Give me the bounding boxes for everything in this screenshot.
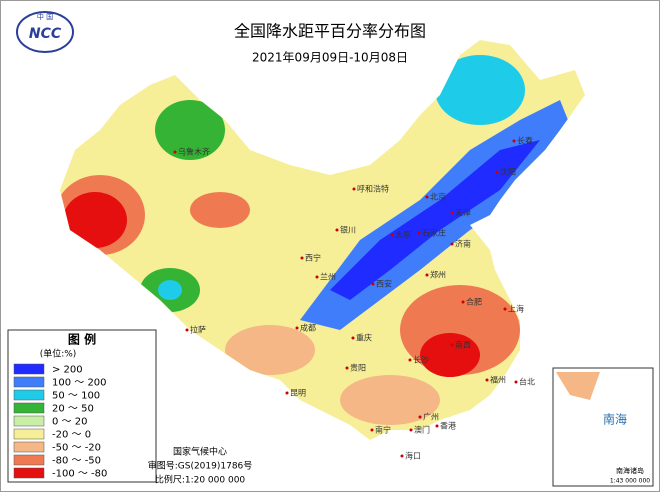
city-label: 呼和浩特 — [357, 184, 389, 194]
city-dot — [495, 170, 499, 174]
legend-label: -50 ～ -20 — [52, 443, 101, 454]
city-label: 银川 — [340, 225, 356, 235]
city-label: 香港 — [440, 421, 456, 431]
city-dot — [425, 195, 429, 199]
city-label: 贵阳 — [350, 363, 366, 373]
city-label: 昆明 — [290, 389, 306, 398]
city-dot — [371, 282, 375, 286]
city-label: 沈阳 — [500, 167, 516, 177]
city-label: 济南 — [455, 239, 471, 249]
legend-swatch — [13, 402, 45, 414]
city-dot — [450, 343, 454, 347]
city-label: 台北 — [519, 377, 535, 387]
city-dot — [315, 275, 319, 279]
logo: 中 国 NCC — [16, 11, 74, 53]
footer-agency: 国家气候中心 — [173, 446, 227, 458]
city-label: 天津 — [455, 208, 471, 218]
city-label: 南昌 — [455, 340, 471, 350]
legend-label: 100 ～ 200 — [52, 378, 107, 389]
city-dot — [185, 328, 189, 332]
inset-sea: 南海 — [603, 412, 627, 427]
legend-swatch — [13, 467, 45, 479]
city-dot — [408, 358, 412, 362]
city-dot — [461, 300, 465, 304]
city-dot — [390, 233, 394, 237]
city-dot — [351, 336, 355, 340]
city-dot — [300, 256, 304, 260]
legend-label: -80 ～ -50 — [52, 456, 101, 467]
city-dot — [450, 211, 454, 215]
city-dot — [450, 242, 454, 246]
city-dot — [295, 326, 299, 330]
city-dot — [345, 366, 349, 370]
inset-islands: 南海诸岛 — [616, 466, 644, 475]
city-dot — [514, 380, 518, 384]
legend-unit: (单位:%) — [40, 348, 77, 360]
city-dot — [503, 307, 507, 311]
city-label: 长沙 — [413, 355, 429, 365]
legend-swatch — [13, 363, 45, 375]
city-label: 上海 — [508, 304, 524, 314]
title: 全国降水距平百分率分布图 — [234, 22, 426, 41]
legend-swatch — [13, 454, 45, 466]
city-label: 石家庄 — [422, 228, 446, 238]
city-dot — [425, 273, 429, 277]
city-dot — [418, 415, 422, 419]
city-dot — [485, 378, 489, 382]
city-dot — [512, 139, 516, 143]
footer-approval: 审图号:GS(2019)1786号 — [148, 460, 253, 472]
legend-label: > 200 — [52, 365, 83, 376]
footer-scale: 比例尺:1:20 000 000 — [155, 474, 246, 486]
city-dot — [409, 428, 413, 432]
city-label: 西宁 — [305, 253, 321, 263]
legend-label: 20 ～ 50 — [52, 404, 94, 415]
city-label: 合肥 — [466, 297, 482, 307]
city-dot — [370, 428, 374, 432]
legend-label: 50 ～ 100 — [52, 391, 100, 402]
city-dot — [173, 150, 177, 154]
city-label: 太原 — [395, 230, 411, 240]
legend-swatch — [13, 428, 45, 440]
city-label: 南宁 — [375, 425, 391, 435]
city-label: 福州 — [490, 376, 506, 385]
city-label: 郑州 — [430, 270, 446, 280]
city-label: 西安 — [376, 279, 392, 289]
legend-label: -100 ～ -80 — [52, 469, 107, 480]
city-dot — [285, 391, 289, 395]
city-label: 重庆 — [356, 333, 372, 343]
legend-swatch — [13, 376, 45, 388]
city-label: 澳门 — [414, 425, 430, 435]
city-label: 长春 — [517, 136, 533, 146]
city-dot — [435, 424, 439, 428]
logo-top: 中 国 — [37, 12, 53, 21]
city-label: 广州 — [423, 412, 439, 422]
city-label: 海口 — [405, 451, 421, 461]
legend-label: 0 ～ 20 — [52, 417, 87, 428]
city-label: 成都 — [300, 323, 316, 333]
city-dot — [417, 231, 421, 235]
subtitle: 2021年09月09日-10月08日 — [252, 51, 408, 65]
city-label: 兰州 — [320, 272, 336, 282]
inset-scale: 1:43 000 000 — [610, 478, 650, 485]
legend-title: 图 例 — [68, 332, 96, 347]
city-label: 拉萨 — [190, 325, 206, 335]
logo-name: NCC — [29, 26, 62, 42]
legend: 图 例 (单位:%) > 200 100 ～ 200 50 ～ 100 20 ～ 50… — [7, 329, 157, 483]
legend-swatch — [13, 415, 45, 427]
inset: 南海 南海诸岛 1:43 000 000 — [552, 367, 654, 487]
city-dot — [400, 454, 404, 458]
legend-label: -20 ～ 0 — [52, 430, 91, 441]
city-label: 乌鲁木齐 — [178, 147, 210, 157]
legend-swatch — [13, 389, 45, 401]
city-label: 北京 — [430, 192, 446, 202]
city-dot — [352, 187, 356, 191]
legend-swatch — [13, 441, 45, 453]
city-dot — [335, 228, 339, 232]
